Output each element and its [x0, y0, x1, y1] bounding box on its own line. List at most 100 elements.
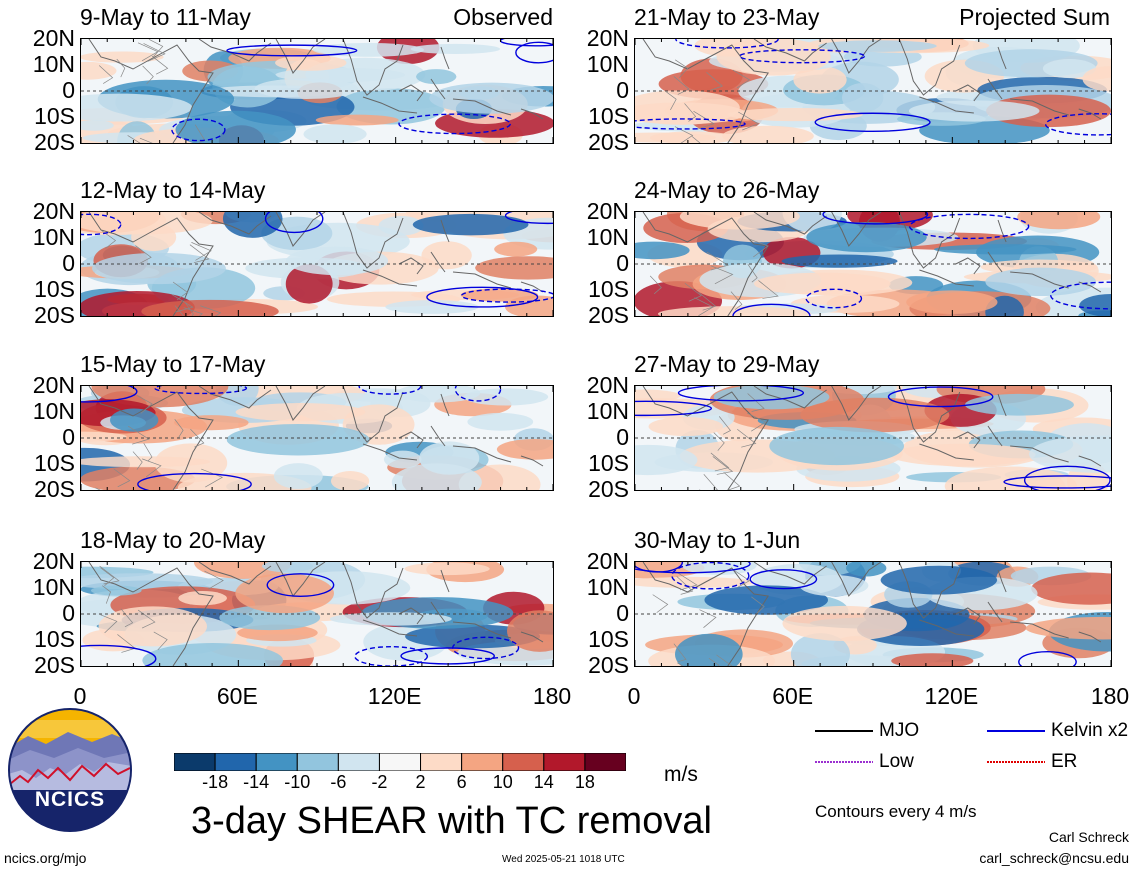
lat-label: 10S — [588, 450, 629, 476]
panel-tag: Observed — [453, 4, 553, 30]
colorbar-tick-label: 10 — [492, 772, 513, 792]
panel-title: 27-May to 29-May — [634, 351, 820, 377]
map-panel — [634, 561, 1112, 667]
shear-map — [635, 386, 1111, 490]
lat-label: 20N — [32, 372, 75, 398]
lat-label: 20N — [32, 548, 75, 574]
lat-label: 10N — [586, 224, 629, 250]
map-panel — [634, 211, 1112, 317]
colorbar-tick-label: -6 — [330, 772, 347, 792]
lat-label: 20S — [34, 652, 75, 678]
shear-map — [635, 39, 1111, 143]
lat-label: 20S — [34, 302, 75, 328]
colorbar-swatch — [378, 752, 422, 772]
panel-title: 21-May to 23-May — [634, 4, 820, 30]
lat-label: 20S — [588, 302, 629, 328]
lat-label: 0 — [616, 250, 629, 276]
lon-label: 120E — [367, 683, 422, 709]
colorbar-swatch — [502, 752, 545, 772]
panel-title: 30-May to 1-Jun — [634, 527, 801, 553]
lon-label: 60E — [216, 683, 258, 709]
map-panel — [634, 385, 1112, 491]
lat-label: 0 — [616, 77, 629, 103]
legend-low-label: Low — [879, 751, 914, 772]
lat-label: 10N — [586, 51, 629, 77]
lon-label: 180 — [532, 683, 572, 709]
map-panel — [80, 385, 554, 491]
lat-label: 10N — [32, 574, 75, 600]
colorbar-tick-label: 14 — [533, 772, 554, 792]
lat-label: 10S — [588, 626, 629, 652]
shear-map — [635, 212, 1111, 316]
shear-map — [81, 39, 553, 143]
colorbar-swatch — [543, 752, 586, 772]
panel-title: 18-May to 20-May — [80, 527, 266, 553]
footer-author: Carl Schreck — [1048, 829, 1129, 845]
lat-label: 10S — [588, 103, 629, 129]
colorbar-tick-label: 2 — [415, 772, 426, 792]
colorbar-tick-label: -2 — [371, 772, 388, 792]
footer-url: ncics.org/mjo — [4, 850, 87, 866]
legend-lines — [815, 730, 1045, 763]
lat-label: 10N — [32, 398, 75, 424]
lat-label: 10S — [34, 450, 75, 476]
colorbar-tick-label: 18 — [574, 772, 595, 792]
map-panel — [80, 38, 554, 144]
logo-text: NCICS — [34, 788, 106, 811]
lon-label: 0 — [627, 683, 641, 709]
lon-label: 180 — [1090, 683, 1130, 709]
lat-label: 0 — [62, 600, 75, 626]
shear-map — [81, 212, 553, 316]
map-panel — [634, 38, 1112, 144]
lat-label: 10N — [586, 398, 629, 424]
colorbar-tick-label: 6 — [456, 772, 467, 792]
legend-er-label: ER — [1051, 751, 1078, 772]
map-panel — [80, 561, 554, 667]
lon-label: 60E — [772, 683, 814, 709]
lat-label: 10S — [34, 276, 75, 302]
lat-label: 20S — [34, 476, 75, 502]
lat-label: 20S — [34, 129, 75, 155]
colorbar-swatch — [420, 752, 463, 772]
lat-label: 0 — [616, 424, 629, 450]
colorbar-swatch — [337, 752, 380, 772]
lat-label: 20N — [586, 198, 629, 224]
shear-map — [81, 386, 553, 490]
lat-label: 0 — [62, 77, 75, 103]
lat-label: 10S — [34, 103, 75, 129]
legend: MJO Kelvin x2 Low ER Contours every 4 m/… — [815, 720, 1135, 830]
lat-label: 0 — [62, 424, 75, 450]
lat-label: 20N — [32, 198, 75, 224]
shear-map — [81, 562, 553, 666]
contours-note: Contours every 4 m/s — [815, 802, 977, 821]
legend-mjo-label: MJO — [879, 720, 920, 741]
shear-map — [635, 562, 1111, 666]
lat-label: 20S — [588, 652, 629, 678]
colorbar-swatch — [173, 752, 216, 772]
colorbar-swatch — [255, 752, 298, 772]
lat-label: 20S — [588, 129, 629, 155]
colorbar-tick-label: -14 — [243, 772, 270, 792]
colorbar-swatch — [296, 752, 339, 772]
lat-label: 20N — [586, 548, 629, 574]
panel-title: 24-May to 26-May — [634, 177, 820, 203]
colorbar — [173, 752, 627, 772]
lat-label: 0 — [616, 600, 629, 626]
lat-label: 10S — [34, 626, 75, 652]
lat-label: 0 — [62, 250, 75, 276]
colorbar-tick-label: -18 — [202, 772, 229, 792]
lon-label: 120E — [924, 683, 979, 709]
lon-label: 0 — [73, 683, 87, 709]
lat-label: 20S — [588, 476, 629, 502]
main-title: 3-day SHEAR with TC removal — [191, 800, 712, 842]
lat-label: 10N — [32, 224, 75, 250]
lat-label: 20N — [586, 25, 629, 51]
colorbar-swatch — [461, 752, 504, 772]
colorbar-tick-label: -10 — [284, 772, 311, 792]
legend-kelvin-label: Kelvin x2 — [1051, 720, 1129, 741]
footer-email: carl_schreck@ncsu.edu — [979, 850, 1129, 866]
lat-label: 10N — [32, 51, 75, 77]
panel-title: 15-May to 17-May — [80, 351, 266, 377]
lat-label: 20N — [586, 372, 629, 398]
panel-title: 12-May to 14-May — [80, 177, 266, 203]
